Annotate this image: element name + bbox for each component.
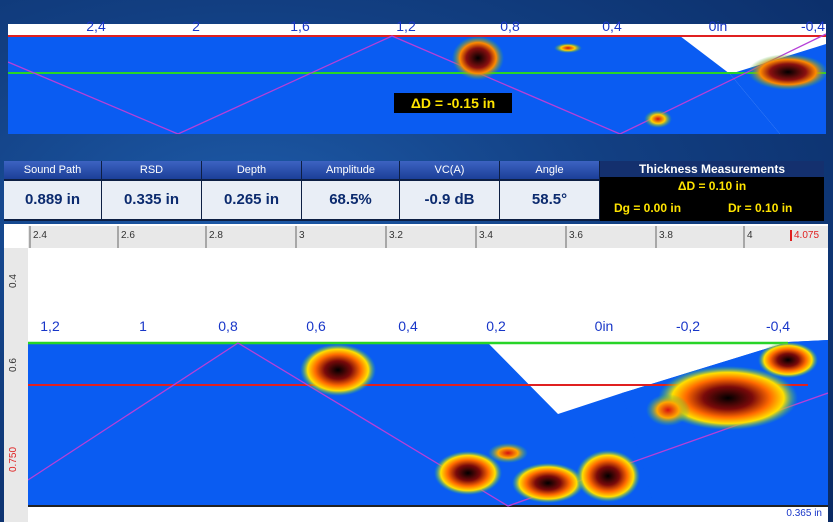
vertical-label: 0.6 xyxy=(8,358,19,372)
axis-label: 1,6 xyxy=(290,18,310,34)
thickness-dr: Dr = 0.10 in xyxy=(728,201,793,215)
thickness-delta-d: ΔD = 0.10 in xyxy=(677,179,747,193)
thickness-dg: Dg = 0.00 in xyxy=(614,201,682,215)
axis-label: 0,4 xyxy=(398,318,418,334)
axis-label: -0,2 xyxy=(675,318,701,334)
delta-d-badge: ΔD = -0.15 in xyxy=(394,93,512,113)
rsd-value: 0.335 in xyxy=(102,181,202,219)
axis-label: -0,4 xyxy=(765,318,791,334)
axis-label: 2,4 xyxy=(86,18,106,34)
ruler-cursor-marker[interactable]: 4.075 xyxy=(790,230,819,241)
ruler-ticks xyxy=(29,226,745,248)
measurement-bar: Sound Path 0.889 in RSD 0.335 in Depth 0… xyxy=(4,161,824,221)
top-scan-image xyxy=(8,33,826,134)
sound-path-value: 0.889 in xyxy=(4,181,102,219)
ruler-label: 2.6 xyxy=(121,230,135,241)
axis-label: 1,2 xyxy=(40,318,60,334)
rsd-cell: RSD 0.335 in xyxy=(102,161,202,219)
ruler-label: 3.8 xyxy=(659,230,673,241)
angle-header: Angle xyxy=(500,161,600,179)
axis-label: 0,4 xyxy=(602,18,622,34)
bottom-thickness-note: 0.365 in xyxy=(786,508,822,519)
axis-label: 2 xyxy=(192,18,200,34)
depth-cell: Depth 0.265 in xyxy=(202,161,302,219)
ruler-label: 4 xyxy=(747,230,753,241)
rsd-header: RSD xyxy=(102,161,202,179)
axis-label: 0,8 xyxy=(218,318,238,334)
sound-path-header: Sound Path xyxy=(4,161,102,179)
axis-label: 1,2 xyxy=(396,18,416,34)
angle-cell: Angle 58.5° xyxy=(500,161,600,219)
vertical-label: 0.4 xyxy=(8,274,19,288)
vca-value: -0.9 dB xyxy=(400,181,500,219)
bottom-scan-image xyxy=(28,248,828,522)
ruler-label: 2.4 xyxy=(33,230,47,241)
horizontal-ruler: 2.4 2.6 2.8 3 3.2 3.4 3.6 3.8 4 4.075 xyxy=(28,226,828,249)
axis-label: 0in xyxy=(594,318,614,334)
top-depth-axis: 2,4 2 1,6 1,2 0,8 0,4 0in -0,4 xyxy=(8,18,826,38)
vca-header: VC(A) xyxy=(400,161,500,179)
amplitude-value: 68.5% xyxy=(302,181,400,219)
depth-value: 0.265 in xyxy=(202,181,302,219)
depth-header: Depth xyxy=(202,161,302,179)
thickness-measurements-panel: Thickness Measurements ΔD = 0.10 in Dg =… xyxy=(600,161,824,221)
amplitude-header: Amplitude xyxy=(302,161,400,179)
bottom-scan-panel[interactable]: 2.4 2.6 2.8 3 3.2 3.4 3.6 3.8 4 4.075 0.… xyxy=(4,224,828,522)
ruler-label: 3.4 xyxy=(479,230,493,241)
axis-label: 0,6 xyxy=(306,318,326,334)
top-scan-panel[interactable] xyxy=(8,24,826,134)
axis-label: 0,2 xyxy=(486,318,506,334)
vertical-ruler: 0.4 0.6 0.750 xyxy=(4,248,29,522)
bottom-depth-axis: 1,2 1 0,8 0,6 0,4 0,2 0in -0,2 -0,4 xyxy=(28,318,828,338)
axis-label: 0in xyxy=(708,18,728,34)
angle-value: 58.5° xyxy=(500,181,600,219)
vca-cell: VC(A) -0.9 dB xyxy=(400,161,500,219)
sound-path-cell: Sound Path 0.889 in xyxy=(4,161,102,219)
ruler-label: 3.6 xyxy=(569,230,583,241)
ruler-label: 3.2 xyxy=(389,230,403,241)
ruler-label: 2.8 xyxy=(209,230,223,241)
axis-label: -0,4 xyxy=(800,18,826,34)
amplitude-cell: Amplitude 68.5% xyxy=(302,161,400,219)
axis-label: 1 xyxy=(139,318,147,334)
vertical-cursor-label: 0.750 xyxy=(8,446,19,472)
axis-label: 0,8 xyxy=(500,18,520,34)
ruler-label: 3 xyxy=(299,230,305,241)
thickness-title: Thickness Measurements xyxy=(600,161,824,177)
